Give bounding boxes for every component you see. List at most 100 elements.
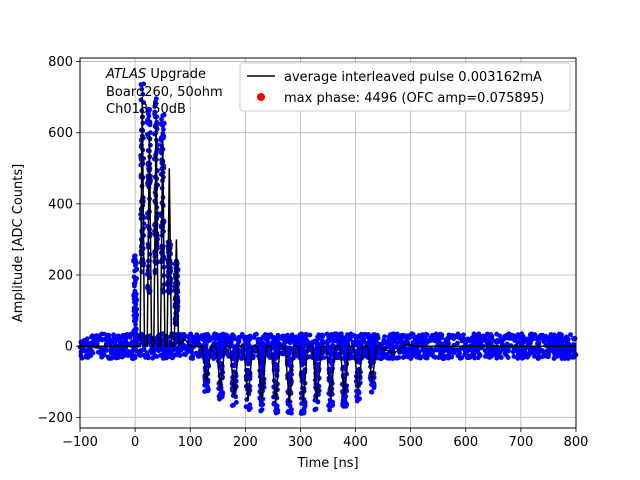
sample-point (224, 348, 230, 354)
sample-point (345, 335, 351, 340)
sample-point (417, 354, 423, 360)
sample-point (404, 350, 410, 355)
sample-point (350, 332, 356, 338)
sample-point (432, 338, 438, 344)
sample-point (288, 346, 294, 351)
annotation-upgrade: Upgrade (146, 67, 206, 82)
sample-point (131, 281, 137, 287)
sample-point (541, 339, 547, 344)
sample-point (324, 340, 330, 346)
sample-point (546, 346, 552, 352)
sample-point (217, 343, 222, 349)
sample-point (273, 337, 279, 343)
x-tick-label: −100 (62, 435, 98, 450)
sample-point (315, 336, 321, 341)
sample-point (436, 340, 442, 346)
sample-point (387, 341, 392, 347)
sample-point (211, 356, 217, 361)
sample-point (139, 86, 145, 92)
sample-point (558, 348, 564, 353)
sample-point (451, 336, 457, 341)
sample-point (368, 345, 373, 351)
sample-point (371, 385, 377, 391)
sample-point (502, 334, 507, 339)
sample-point (510, 349, 516, 355)
sample-point (106, 355, 111, 360)
sample-point (307, 340, 312, 346)
sample-point (431, 354, 437, 359)
sample-point (522, 353, 527, 358)
sample-point (302, 341, 308, 347)
sample-point (223, 337, 229, 342)
sample-point (446, 341, 451, 346)
sample-point (229, 403, 235, 408)
sample-point (128, 349, 134, 354)
sample-point (496, 354, 501, 360)
sample-point (520, 333, 526, 339)
sample-point (175, 350, 181, 356)
sample-point (369, 381, 375, 387)
sample-point (257, 349, 263, 355)
sample-point (572, 336, 578, 341)
sample-point (84, 353, 90, 359)
x-tick-label: 700 (508, 435, 533, 450)
sample-point (274, 348, 279, 353)
sample-point (104, 348, 109, 353)
average-pulse-line (80, 97, 576, 404)
sample-point (91, 335, 96, 340)
sample-point (355, 359, 361, 365)
sample-point (330, 403, 335, 408)
sample-point (332, 337, 337, 343)
sample-point (145, 118, 150, 123)
sample-point (219, 391, 225, 397)
sample-point (215, 335, 221, 341)
sample-point (289, 332, 295, 338)
sample-point (497, 333, 503, 339)
sample-point (294, 351, 300, 356)
sample-point (131, 308, 137, 314)
sample-point (307, 332, 313, 338)
sample-point (146, 113, 152, 119)
sample-point (155, 347, 160, 352)
sample-point (133, 318, 139, 323)
sample-point (477, 353, 483, 358)
sample-point (112, 341, 118, 347)
sample-point (515, 354, 521, 360)
sample-point (433, 347, 439, 353)
sample-point (412, 334, 418, 340)
sample-point (217, 339, 222, 345)
annotation-line-1: ATLAS Upgrade (105, 67, 206, 82)
sample-point (102, 336, 108, 342)
sample-point (383, 339, 389, 345)
sample-point (514, 346, 520, 351)
sample-point (245, 334, 251, 340)
y-axis-label: Amplitude [ADC Counts] (11, 164, 26, 322)
sample-point (396, 355, 402, 360)
sample-point (365, 334, 371, 340)
sample-point (152, 104, 158, 109)
sample-point (509, 332, 515, 338)
sample-point (312, 347, 318, 353)
sample-point (246, 349, 252, 355)
sample-point (378, 356, 383, 361)
sample-point (147, 107, 153, 112)
sample-point (563, 337, 568, 343)
sample-point (159, 116, 164, 122)
sample-point (152, 353, 158, 358)
legend-entry-max-phase: max phase: 4496 (OFC amp=0.075895) (284, 91, 544, 106)
sample-point (408, 354, 414, 360)
sample-point (159, 346, 165, 352)
sample-point (538, 336, 544, 341)
annotation-atlas: ATLAS (105, 67, 146, 82)
sample-point (185, 349, 190, 355)
sample-point (423, 331, 429, 337)
sample-point (153, 96, 159, 101)
sample-point (551, 340, 556, 345)
sample-point (429, 350, 434, 356)
sample-point (369, 355, 375, 361)
sample-point (126, 352, 132, 358)
sample-point (132, 328, 138, 334)
sample-point (541, 353, 547, 359)
sample-point (89, 348, 95, 354)
x-axis-label: Time [ns] (296, 456, 358, 471)
